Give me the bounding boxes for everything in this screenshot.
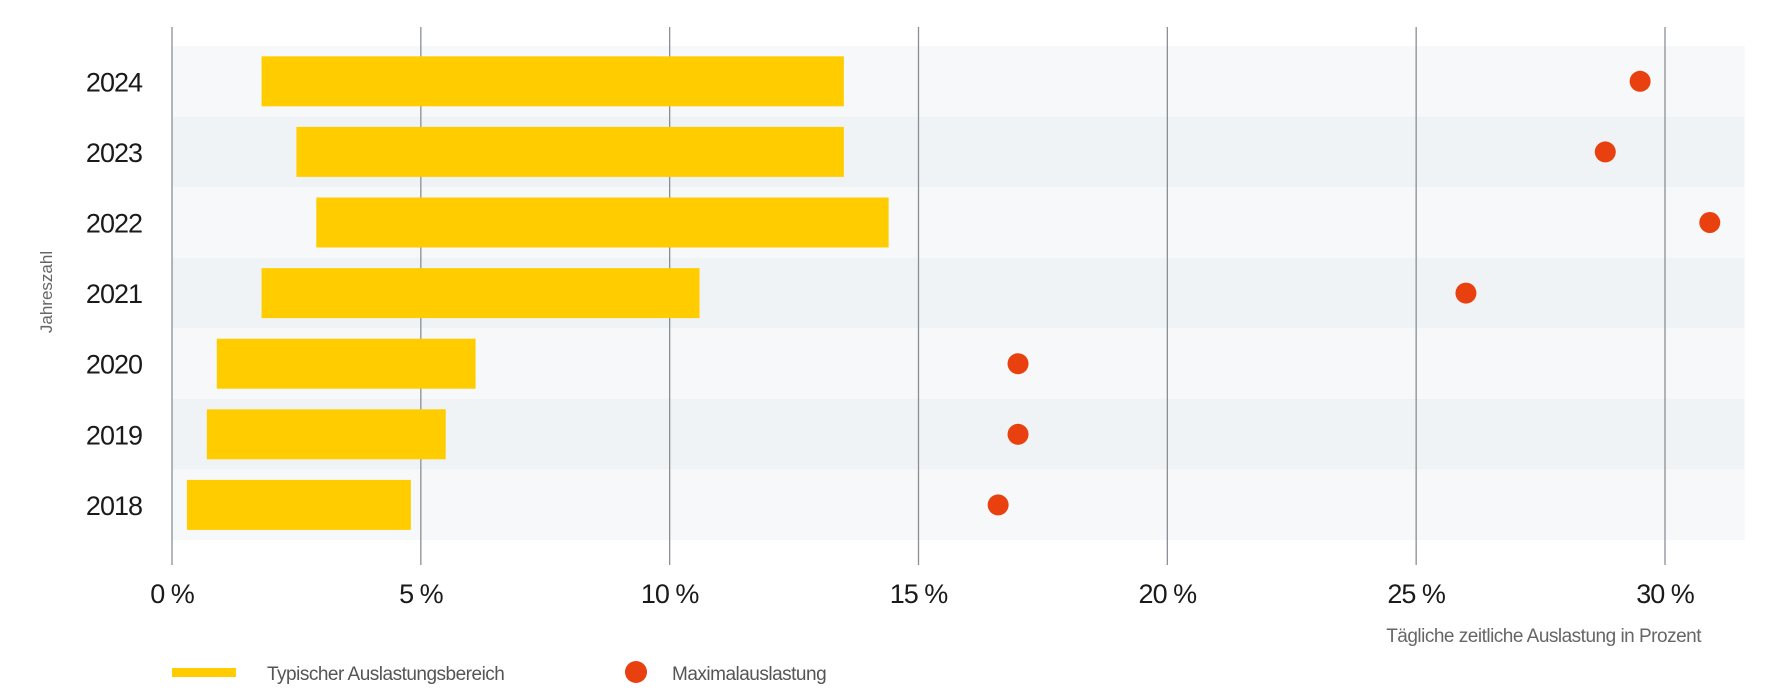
y-tick-2024: 2024 [86,67,143,97]
legend-swatch-dot [625,661,647,683]
max-dot-2022 [1699,212,1721,233]
range-bar-2019 [206,409,446,460]
legend-label-dot: Maximalauslastung [672,664,826,685]
max-dots [987,70,1721,516]
x-tick-25: 25 % [1387,579,1446,609]
y-tick-2021: 2021 [86,279,142,309]
max-dot-2020 [1007,353,1029,375]
range-bar-2020 [216,338,476,389]
x-tick-0: 0 % [150,579,195,609]
x-tick-5: 5 % [399,579,444,609]
y-tick-2018: 2018 [86,491,142,521]
gridlines [171,27,1666,565]
x-tick-20: 20 % [1139,579,1198,609]
range-bar-2018 [186,479,411,530]
range-bars [186,56,889,530]
y-axis-title: Jahreszahl [37,251,56,333]
range-bar-2024 [261,56,844,107]
row-band-2018 [172,469,1745,541]
range-bar-2023 [296,126,844,177]
legend-label-range: Typischer Auslastungsbereich [267,664,504,685]
y-tick-2019: 2019 [86,420,142,450]
max-dot-2019 [1007,423,1029,445]
y-tick-labels: 2024 2023 2022 2021 2020 2019 2018 [86,67,144,521]
y-tick-2023: 2023 [86,138,142,168]
x-tick-30: 30 % [1636,579,1695,609]
y-tick-2022: 2022 [86,209,142,239]
y-tick-2020: 2020 [86,350,142,380]
x-tick-labels: 0 % 5 % 10 % 15 % 20 % 25 % 30 % [150,579,1696,609]
x-tick-15: 15 % [890,579,949,609]
max-dot-2021 [1455,282,1477,304]
x-tick-10: 10 % [641,579,700,609]
legend: Typischer Auslastungsbereich Maximalausl… [172,661,827,685]
max-dot-2023 [1594,141,1616,163]
legend-swatch-range [172,668,236,677]
x-axis-title: Tägliche zeitliche Auslastung in Prozent [1386,626,1702,647]
max-dot-2024 [1629,70,1651,92]
max-dot-2018 [987,494,1009,516]
range-bar-2022 [316,197,889,248]
range-bar-2021 [261,268,700,319]
